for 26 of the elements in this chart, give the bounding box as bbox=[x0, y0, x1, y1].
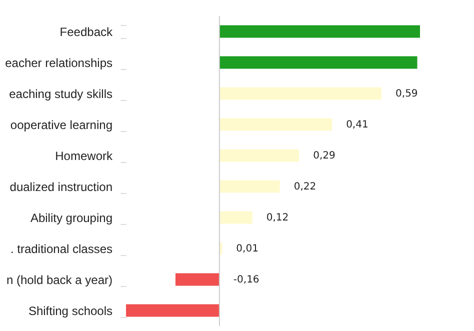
data-label: 0,41 bbox=[346, 120, 368, 130]
bar bbox=[219, 56, 418, 69]
bar bbox=[219, 180, 280, 193]
data-label: 0,59 bbox=[396, 88, 418, 100]
y-tick-label: eaching study skills bbox=[9, 87, 112, 101]
y-tick-label: n (hold back a year) bbox=[6, 273, 112, 287]
bar bbox=[126, 304, 220, 317]
y-tick-label: . traditional classes bbox=[10, 242, 112, 256]
bar bbox=[219, 25, 420, 38]
bar bbox=[175, 273, 220, 286]
data-label: 0,12 bbox=[266, 212, 289, 224]
bar bbox=[219, 149, 300, 162]
y-tick-label: ooperative learning bbox=[10, 118, 112, 132]
y-tick-label: dualized instruction bbox=[10, 180, 112, 194]
data-label: -0,16 bbox=[233, 274, 260, 286]
y-tick-label: Ability grouping bbox=[30, 211, 112, 225]
y-tick-label: Shifting schools bbox=[28, 304, 112, 318]
y-tick-label: Homework bbox=[55, 149, 114, 163]
data-label: 0,01 bbox=[236, 244, 258, 254]
bar bbox=[219, 211, 252, 224]
y-tick-label: eacher relationships bbox=[5, 56, 112, 70]
data-label: 0,22 bbox=[294, 182, 316, 192]
bar bbox=[219, 118, 332, 131]
data-label: 0,29 bbox=[313, 150, 336, 162]
y-tick-label: Feedback bbox=[60, 25, 114, 39]
bar bbox=[219, 87, 382, 100]
